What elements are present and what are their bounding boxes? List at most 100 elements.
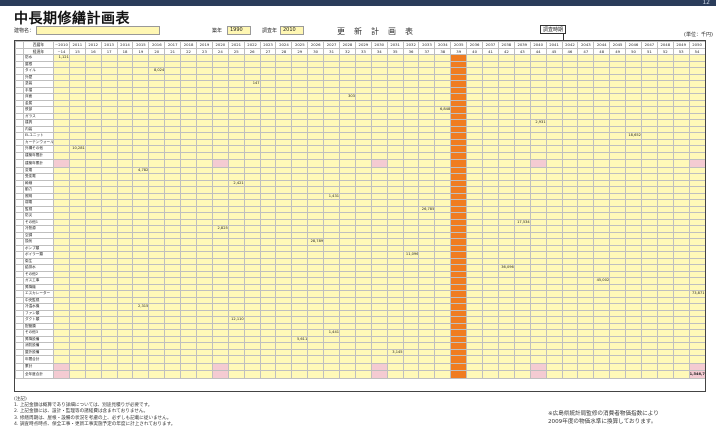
cell: [434, 370, 452, 379]
cell: [450, 370, 468, 379]
cell: [656, 362, 674, 371]
cell: [291, 362, 309, 371]
cell: [561, 355, 579, 364]
cell: [434, 159, 452, 168]
cell: [688, 362, 705, 371]
cell: [688, 355, 705, 364]
cell: [593, 151, 611, 160]
cell: [672, 370, 690, 379]
notes: (注記) 1. 上記金額は概算であり詳細については、別途見積りが必要です。 2.…: [14, 397, 434, 428]
plan-sheet: 西暦年 ~2010 2011 2012 2013 2014 2015 2016 2017 2018…: [14, 40, 706, 392]
cell: [561, 362, 579, 371]
cell: 28,789: [307, 238, 325, 246]
cell: [370, 151, 388, 160]
cell: [513, 362, 531, 371]
cell: 36,096: [497, 264, 515, 272]
cell: [656, 370, 674, 379]
cell: [497, 362, 515, 371]
table-row: 屋根: [15, 60, 705, 68]
cell: [466, 355, 484, 364]
page-title: 中長期修繕計画表: [14, 11, 130, 27]
cell: 1,546,715: [688, 370, 705, 379]
cell: [386, 362, 404, 371]
cell: [339, 355, 356, 364]
table-row: ガラス: [15, 112, 705, 120]
table-row: その他3 1,441: [15, 329, 705, 337]
cell: [577, 355, 595, 364]
row-label: カーテンウォール: [23, 138, 54, 146]
construction-year-field[interactable]: 1990: [227, 26, 251, 35]
cell: [386, 151, 404, 160]
cell: [339, 362, 356, 371]
cell: [354, 151, 372, 160]
cell: 10,281: [68, 145, 86, 153]
cell: [354, 370, 372, 379]
cell: [243, 370, 261, 379]
cell: [116, 151, 134, 160]
cell: [148, 362, 166, 371]
cell: [529, 151, 547, 160]
callout-line: [563, 33, 564, 45]
cell: [227, 159, 245, 168]
cell: [450, 151, 468, 160]
cell: [100, 370, 118, 379]
table-row: 冷熱源 2,825: [15, 225, 705, 233]
row-label: 金属: [23, 99, 54, 107]
cell: [354, 159, 372, 168]
cell: [180, 151, 198, 160]
building-name-field[interactable]: [36, 26, 160, 35]
cell: [434, 362, 452, 371]
cell: [513, 159, 531, 168]
table-row: 屋外設備 3,145: [15, 348, 705, 356]
cell: [561, 151, 579, 160]
cell: [323, 362, 341, 371]
cell: [561, 159, 579, 168]
cell: [243, 362, 261, 371]
cell: [323, 151, 341, 160]
row-label: タイル: [23, 67, 54, 75]
survey-year-field[interactable]: 2010: [280, 26, 304, 35]
cell: [275, 370, 293, 379]
cell: [561, 370, 579, 379]
cell: [84, 362, 102, 371]
cell: [418, 355, 436, 364]
cell: [529, 159, 547, 168]
cell: [640, 159, 658, 168]
cell: [418, 370, 436, 379]
plan-table: 西暦年 ~2010 2011 2012 2013 2014 2015 2016 2017 2018…: [15, 41, 705, 379]
cell: [593, 362, 611, 371]
cell: [53, 151, 70, 160]
cell: [386, 159, 404, 168]
cell: [132, 355, 150, 364]
unit-note: (単位：千円): [684, 32, 713, 38]
cell: [211, 151, 229, 160]
cell: [609, 362, 627, 371]
cell: [688, 151, 705, 160]
cell: 11,096: [402, 251, 420, 259]
plan-title: 更新計画表: [337, 27, 422, 36]
cell: [227, 362, 245, 371]
cell: [196, 362, 213, 371]
cell: [466, 370, 484, 379]
cell: [68, 159, 86, 168]
table-row: 累計: [15, 362, 705, 371]
cell: [116, 370, 134, 379]
cell: [640, 362, 658, 371]
row-label: 建築年累計: [23, 159, 54, 168]
row-label: 手摺: [23, 86, 54, 94]
table-row: 外壁: [15, 73, 705, 81]
cell: [259, 362, 277, 371]
cell: [100, 362, 118, 371]
cell: [100, 151, 118, 160]
cell: [227, 370, 245, 379]
table-row: 年間合計: [15, 355, 705, 364]
cell: [640, 151, 658, 160]
cell: [275, 151, 293, 160]
cell: [672, 362, 690, 371]
table-row: 配管類: [15, 322, 705, 330]
cell: [291, 355, 309, 364]
cell: [243, 355, 261, 364]
cell: [196, 151, 213, 160]
cell: [577, 151, 595, 160]
cell: [243, 151, 261, 160]
